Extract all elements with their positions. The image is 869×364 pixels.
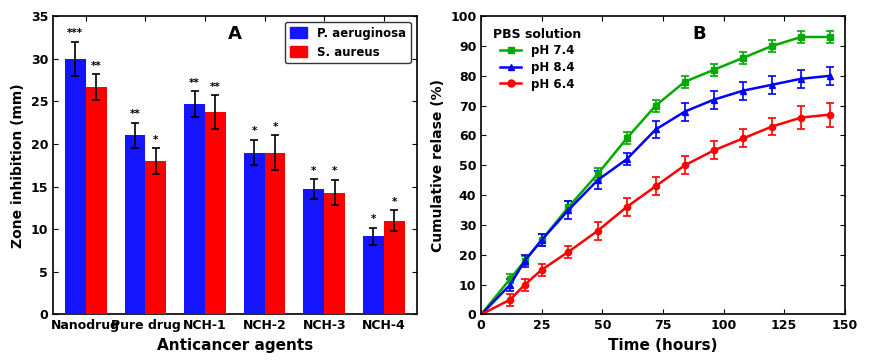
Bar bbox=[65, 59, 86, 314]
Bar bbox=[363, 236, 384, 314]
Bar bbox=[86, 87, 107, 314]
Y-axis label: Zone inhibition (mm): Zone inhibition (mm) bbox=[11, 83, 25, 248]
Text: ***: *** bbox=[67, 28, 83, 38]
Bar bbox=[303, 189, 324, 314]
Text: **: ** bbox=[91, 61, 102, 71]
Bar bbox=[205, 112, 226, 314]
Text: *: * bbox=[311, 166, 316, 175]
Text: B: B bbox=[693, 25, 706, 43]
Y-axis label: Cumulative relase (%): Cumulative relase (%) bbox=[430, 79, 445, 252]
Text: **: ** bbox=[210, 82, 221, 92]
Text: *: * bbox=[392, 197, 397, 207]
Bar bbox=[384, 221, 405, 314]
Bar bbox=[145, 161, 166, 314]
Text: *: * bbox=[371, 214, 376, 224]
Legend: P. aeruginosa, S. aureus: P. aeruginosa, S. aureus bbox=[285, 22, 411, 63]
Legend: pH 7.4, pH 8.4, pH 6.4: pH 7.4, pH 8.4, pH 6.4 bbox=[488, 22, 587, 96]
Text: A: A bbox=[228, 25, 242, 43]
Text: **: ** bbox=[189, 78, 200, 88]
Bar bbox=[124, 135, 145, 314]
Bar bbox=[324, 193, 345, 314]
Text: *: * bbox=[272, 122, 278, 132]
Text: *: * bbox=[153, 135, 158, 145]
Text: **: ** bbox=[129, 109, 141, 119]
Text: *: * bbox=[332, 166, 337, 177]
Text: *: * bbox=[251, 126, 257, 136]
Bar bbox=[184, 104, 205, 314]
Bar bbox=[265, 153, 286, 314]
Bar bbox=[244, 153, 265, 314]
X-axis label: Anticancer agents: Anticancer agents bbox=[156, 338, 313, 353]
X-axis label: Time (hours): Time (hours) bbox=[608, 338, 718, 353]
